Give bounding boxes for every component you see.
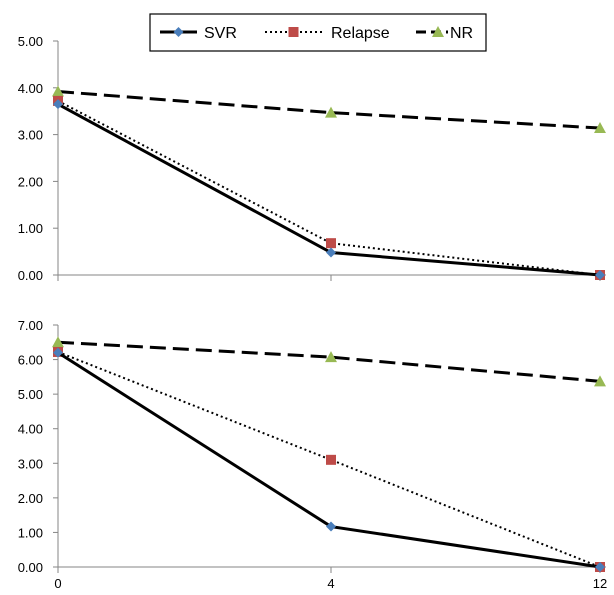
data-point-nr: [52, 85, 64, 97]
data-point-nr: [325, 351, 337, 363]
y-tick-label: 5.00: [18, 34, 43, 49]
data-point-nr: [325, 106, 337, 118]
x-tick-label: 12: [593, 576, 607, 591]
y-tick-label: 4.00: [18, 422, 43, 437]
data-point-nr: [594, 375, 606, 387]
data-point-svr: [53, 347, 63, 358]
y-tick-label: 3.00: [18, 128, 43, 143]
legend-label-relapse: Relapse: [331, 25, 390, 42]
data-point-nr: [52, 336, 64, 348]
series-line-svr: [57, 102, 601, 277]
chart-panel-2: 0.00 1.00 2.00 3.00 4.00 5.00 6.00 7.00 0 4 12: [18, 318, 608, 591]
y-tick-label: 6.00: [18, 353, 43, 368]
legend-label-nr: NR: [450, 25, 473, 42]
data-point-svr: [595, 270, 605, 280]
data-point-svr: [326, 247, 336, 258]
y-tick-label: 0.00: [18, 268, 43, 283]
legend-marker-relapse: [288, 27, 299, 37]
y-tick-label: 2.00: [18, 491, 43, 506]
series-line-relapse: [57, 100, 601, 276]
legend: SVR Relapse NR: [149, 13, 487, 52]
data-point-svr: [595, 562, 605, 572]
legend-box: [149, 13, 487, 52]
data-point-svr: [326, 521, 336, 532]
legend-label-svr: SVR: [204, 25, 237, 42]
y-tick-label: 2.00: [18, 174, 43, 189]
data-point-svr: [53, 99, 63, 110]
y-tick-label: 5.00: [18, 387, 43, 402]
y-tick-label: 4.00: [18, 81, 43, 96]
y-tick-label: 1.00: [18, 221, 43, 236]
data-point-relapse: [326, 238, 336, 249]
y-tick-label: 1.00: [18, 525, 43, 540]
y-tick-label: 3.00: [18, 456, 43, 471]
legend-marker-nr: [432, 26, 444, 37]
y-tick-label: 0.00: [18, 560, 43, 575]
x-tick-label: 0: [54, 576, 61, 591]
chart-panel-1: 0.00 1.00 2.00 3.00 4.00 5.00: [18, 34, 606, 283]
legend-marker-svr: [173, 27, 184, 37]
data-point-nr: [594, 122, 606, 134]
y-tick-label: 7.00: [18, 318, 43, 333]
data-point-relapse: [326, 454, 336, 465]
series-line-nr: [57, 90, 601, 130]
x-tick-label: 4: [327, 576, 334, 591]
series-line-relapse: [57, 351, 601, 568]
